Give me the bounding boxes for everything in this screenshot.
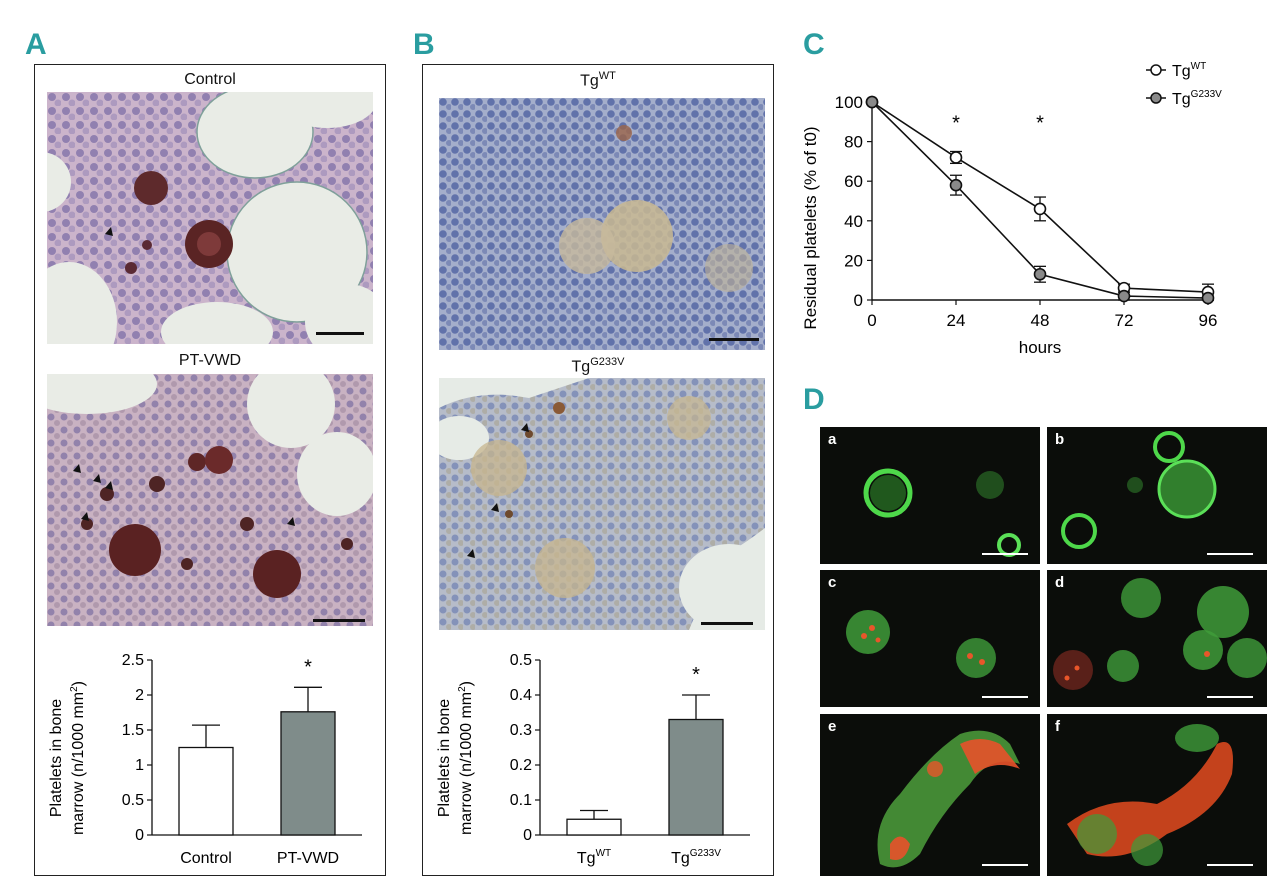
panel-label-b: B xyxy=(413,28,435,61)
y-tick-label: 0 xyxy=(854,291,863,310)
scale-bar xyxy=(982,864,1028,866)
fluorescence-image-e: e xyxy=(820,714,1040,876)
y-tick-label: 2.5 xyxy=(122,652,144,669)
panel-b-wt-caption: TgWT xyxy=(580,70,616,90)
y-tick-label: 0.1 xyxy=(510,792,532,809)
y-tick-label: 0 xyxy=(523,827,532,844)
micrograph-tg-g233v xyxy=(439,378,765,630)
chart-a: Platelets in bone marrow (n/1000 mm2) 0 0… xyxy=(48,652,362,867)
fluorescence-image-d: d xyxy=(1047,570,1267,707)
y-tick-label: 80 xyxy=(844,133,863,152)
x-tick-label: TgG233V xyxy=(671,848,721,867)
bar xyxy=(668,718,724,836)
fluorescence-image-b: b xyxy=(1047,427,1267,564)
y-tick-label: 40 xyxy=(844,212,863,231)
fluorescence-label-f: f xyxy=(1055,718,1060,735)
x-tick-label: PT-VWD xyxy=(277,850,339,867)
y-tick-label: 20 xyxy=(844,251,863,270)
chart-a-ylabel-line1: Platelets in bone xyxy=(48,699,65,817)
x-tick-label: Control xyxy=(180,850,232,867)
scale-bar xyxy=(316,332,364,335)
x-tick-label: 96 xyxy=(1199,311,1218,330)
data-point xyxy=(949,151,963,164)
fluorescence-image-c: c xyxy=(820,570,1040,707)
micrograph-tg-wt xyxy=(439,98,765,350)
fluorescence-label-c: c xyxy=(828,574,837,591)
data-point xyxy=(1033,267,1047,281)
x-tick-label: 24 xyxy=(947,311,966,330)
chart-a-ylabel-line2: marrow (n/1000 mm2) xyxy=(69,681,87,835)
legend-marker-wt xyxy=(1150,64,1162,76)
scale-bar xyxy=(1207,553,1253,555)
y-tick-label: 0 xyxy=(135,827,144,844)
chart-c-ylabel: Residual platelets (% of t0) xyxy=(801,126,820,329)
y-tick-label: 0.2 xyxy=(510,757,532,774)
x-tick-label: 48 xyxy=(1031,311,1050,330)
y-tick-label: 0.5 xyxy=(122,792,144,809)
data-point xyxy=(949,178,963,192)
panel-label-d: D xyxy=(803,383,825,416)
y-tick-label: 2 xyxy=(135,687,144,704)
bar xyxy=(178,746,234,836)
y-tick-label: 0.5 xyxy=(510,652,532,669)
significance-star: * xyxy=(952,113,960,135)
chart-c-xlabel: hours xyxy=(1019,338,1062,357)
fluorescence-image-f: f xyxy=(1047,714,1267,876)
significance-star: * xyxy=(1036,113,1044,135)
x-tick-label: 72 xyxy=(1115,311,1134,330)
data-point xyxy=(1201,291,1215,305)
y-tick-label: 1 xyxy=(135,757,144,774)
x-tick-label: 0 xyxy=(867,311,876,330)
panel-b-frame xyxy=(422,64,774,876)
y-tick-label: 1.5 xyxy=(122,722,144,739)
fluorescence-label-a: a xyxy=(828,431,837,448)
fluorescence-image-a: a xyxy=(820,427,1040,564)
data-point xyxy=(1033,202,1047,216)
panel-a-control-caption: Control xyxy=(184,71,236,88)
scale-bar xyxy=(1207,696,1253,698)
scale-bar xyxy=(701,622,753,625)
legend-label-wt: TgWT xyxy=(1172,61,1206,80)
chart-b-ylabel-line1: Platelets in bone xyxy=(436,699,453,817)
panel-label-c: C xyxy=(803,28,825,61)
panel-label-a: A xyxy=(25,28,47,61)
chart-b: Platelets in bone marrow (n/1000 mm2) 0 0… xyxy=(436,652,750,867)
micrograph-pt-vwd xyxy=(47,374,373,626)
legend-marker-g233v xyxy=(1150,92,1162,104)
significance-star: * xyxy=(304,656,312,678)
y-tick-label: 0.4 xyxy=(510,687,532,704)
chart-b-ylabel-line2: marrow (n/1000 mm2) xyxy=(457,681,475,835)
data-point xyxy=(865,95,879,109)
fluorescence-label-d: d xyxy=(1055,574,1065,591)
scale-bar xyxy=(313,619,365,622)
bar xyxy=(566,818,622,836)
scale-bar xyxy=(709,338,759,341)
y-tick-label: 60 xyxy=(844,172,863,191)
y-tick-label: 0.3 xyxy=(510,722,532,739)
x-tick-label: TgWT xyxy=(577,848,611,867)
fluorescence-label-b: b xyxy=(1055,431,1065,448)
panel-b-g233v-caption: TgG233V xyxy=(571,356,625,376)
scale-bar xyxy=(982,553,1028,555)
bar xyxy=(280,711,336,836)
micrograph-control xyxy=(47,92,373,344)
data-point xyxy=(1117,289,1131,303)
panel-a-frame xyxy=(34,64,386,876)
y-tick-label: 100 xyxy=(835,93,863,112)
chart-c-legend: TgWT TgG233V xyxy=(1146,61,1222,108)
legend-label-g233v: TgG233V xyxy=(1172,89,1222,108)
significance-star: * xyxy=(692,664,700,686)
chart-c: Residual platelets (% of t0) hours 0 20 40… xyxy=(801,61,1222,357)
panel-a-ptvwd-caption: PT-VWD xyxy=(178,352,242,369)
fluorescence-label-e: e xyxy=(828,718,837,735)
scale-bar xyxy=(1207,864,1253,866)
scale-bar xyxy=(982,696,1028,698)
